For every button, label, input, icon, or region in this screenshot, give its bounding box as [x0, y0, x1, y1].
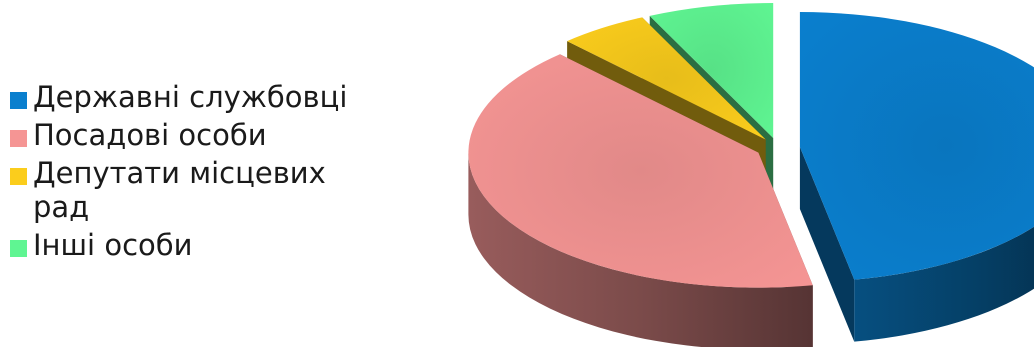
pie-slice-side-officials	[468, 152, 813, 347]
pie-slice-state-servants	[799, 12, 1034, 280]
pie-tops	[468, 3, 1034, 288]
legend-label-state-servants: Державні службовці	[33, 80, 348, 114]
legend-label-other-persons: Інші особи	[33, 228, 193, 262]
pie-slice-officials	[468, 54, 813, 288]
pie-slice-cut-state-servants-1	[799, 147, 855, 342]
pie-slice-local-deputies	[567, 17, 766, 140]
legend-item-officials: Посадові особи	[10, 118, 390, 152]
legend-swatch-other-persons	[10, 240, 27, 257]
chart-legend: Державні службовці Посадові особи Депута…	[10, 80, 390, 266]
legend-label-local-deputies: Депутати місцевих рад	[33, 156, 326, 224]
pie-slice-side-state-servants	[854, 226, 1034, 342]
legend-swatch-state-servants	[10, 92, 27, 109]
legend-swatch-officials	[10, 130, 27, 147]
legend-label-officials: Посадові особи	[33, 118, 267, 152]
legend-swatch-local-deputies	[10, 168, 27, 185]
legend-item-state-servants: Державні службовці	[10, 80, 390, 114]
legend-item-local-deputies: Депутати місцевих рад	[10, 156, 390, 224]
pie-slice-other-persons	[649, 3, 774, 139]
legend-item-other-persons: Інші особи	[10, 228, 390, 262]
